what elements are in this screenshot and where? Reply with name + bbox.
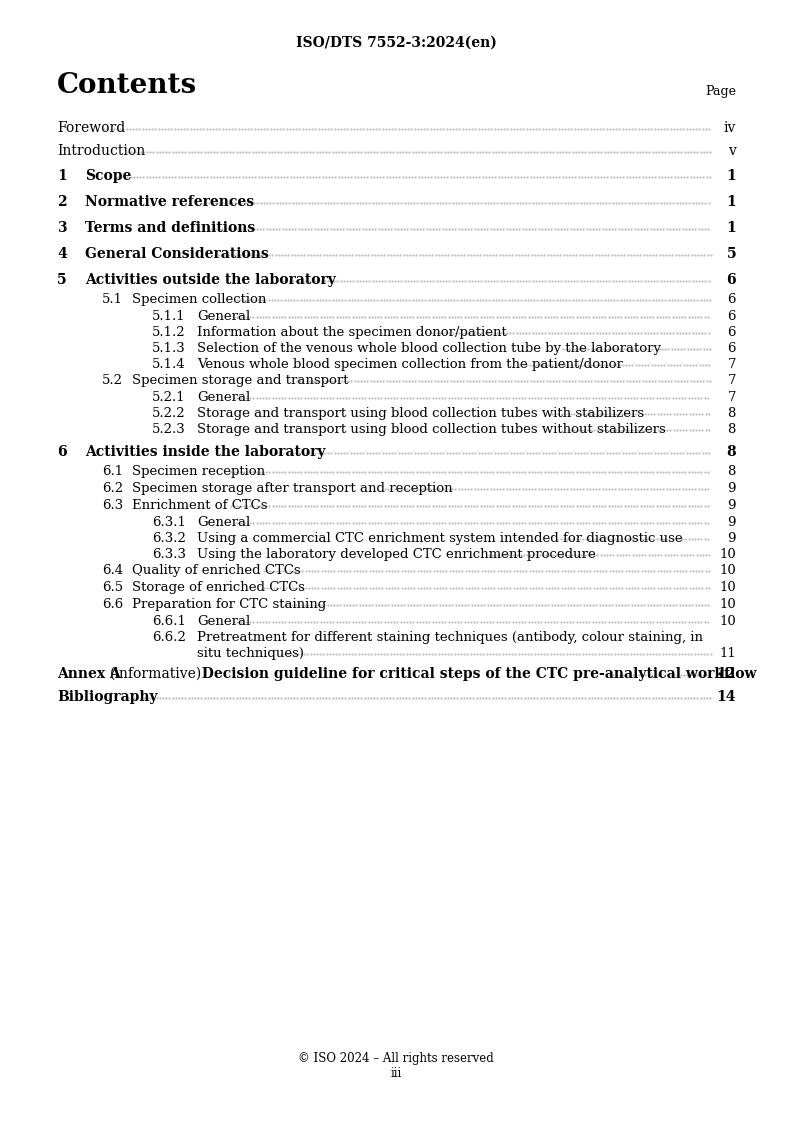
Text: 6.6.1: 6.6.1 (152, 615, 186, 628)
Text: Specimen collection: Specimen collection (132, 293, 266, 306)
Text: 12: 12 (717, 666, 736, 681)
Text: 6.3.3: 6.3.3 (152, 548, 186, 561)
Text: 9: 9 (727, 482, 736, 495)
Text: 10: 10 (719, 598, 736, 611)
Text: (informative): (informative) (110, 666, 202, 681)
Text: Terms and definitions: Terms and definitions (85, 221, 255, 234)
Text: 6.2: 6.2 (102, 482, 123, 495)
Text: 1: 1 (726, 195, 736, 209)
Text: 6: 6 (57, 445, 67, 459)
Text: Contents: Contents (57, 72, 197, 99)
Text: 9: 9 (727, 516, 736, 528)
Text: 6: 6 (727, 327, 736, 339)
Text: General Considerations: General Considerations (85, 247, 269, 261)
Text: Foreword: Foreword (57, 121, 125, 135)
Text: Storage and transport using blood collection tubes with stabilizers: Storage and transport using blood collec… (197, 407, 644, 420)
Text: 6.3.1: 6.3.1 (152, 516, 186, 528)
Text: Quality of enriched CTCs: Quality of enriched CTCs (132, 564, 301, 577)
Text: 7: 7 (727, 390, 736, 404)
Text: 10: 10 (719, 548, 736, 561)
Text: 1: 1 (726, 169, 736, 183)
Text: General: General (197, 390, 251, 404)
Text: Specimen storage and transport: Specimen storage and transport (132, 374, 348, 387)
Text: 10: 10 (719, 581, 736, 594)
Text: 8: 8 (728, 423, 736, 436)
Text: situ techniques): situ techniques) (197, 647, 304, 660)
Text: 9: 9 (727, 532, 736, 545)
Text: General: General (197, 310, 251, 323)
Text: 6.3.2: 6.3.2 (152, 532, 186, 545)
Text: 6.6.2: 6.6.2 (152, 631, 186, 644)
Text: Specimen storage after transport and reception: Specimen storage after transport and rec… (132, 482, 453, 495)
Text: © ISO 2024 – All rights reserved: © ISO 2024 – All rights reserved (298, 1052, 494, 1065)
Text: 6: 6 (727, 293, 736, 306)
Text: 6.3: 6.3 (102, 499, 123, 512)
Text: 5.1.2: 5.1.2 (152, 327, 186, 339)
Text: 7: 7 (727, 374, 736, 387)
Text: Pretreatment for different staining techniques (antibody, colour staining, in: Pretreatment for different staining tech… (197, 631, 703, 644)
Text: iv: iv (724, 121, 736, 135)
Text: 10: 10 (719, 615, 736, 628)
Text: 5.1.3: 5.1.3 (152, 342, 186, 355)
Text: Using the laboratory developed CTC enrichment procedure: Using the laboratory developed CTC enric… (197, 548, 596, 561)
Text: 6.4: 6.4 (102, 564, 123, 577)
Text: 3: 3 (57, 221, 67, 234)
Text: Introduction: Introduction (57, 144, 145, 158)
Text: 5.2.2: 5.2.2 (152, 407, 186, 420)
Text: Activities outside the laboratory: Activities outside the laboratory (85, 273, 336, 287)
Text: Decision guideline for critical steps of the CTC pre-analytical workflow: Decision guideline for critical steps of… (192, 666, 757, 681)
Text: 7: 7 (727, 358, 736, 371)
Text: Selection of the venous whole blood collection tube by the laboratory: Selection of the venous whole blood coll… (197, 342, 661, 355)
Text: v: v (728, 144, 736, 158)
Text: General: General (197, 516, 251, 528)
Text: Storage and transport using blood collection tubes without stabilizers: Storage and transport using blood collec… (197, 423, 666, 436)
Text: 2: 2 (57, 195, 67, 209)
Text: 1: 1 (726, 221, 736, 234)
Text: Information about the specimen donor/patient: Information about the specimen donor/pat… (197, 327, 507, 339)
Text: Annex A: Annex A (57, 666, 121, 681)
Text: 5: 5 (57, 273, 67, 287)
Text: 8: 8 (728, 465, 736, 478)
Text: 5: 5 (726, 247, 736, 261)
Text: Storage of enriched CTCs: Storage of enriched CTCs (132, 581, 305, 594)
Text: 6.1: 6.1 (102, 465, 123, 478)
Text: 5.2.1: 5.2.1 (152, 390, 186, 404)
Text: 6.6: 6.6 (102, 598, 123, 611)
Text: Normative references: Normative references (85, 195, 254, 209)
Text: Using a commercial CTC enrichment system intended for diagnostic use: Using a commercial CTC enrichment system… (197, 532, 683, 545)
Text: Enrichment of CTCs: Enrichment of CTCs (132, 499, 267, 512)
Text: iii: iii (390, 1067, 401, 1080)
Text: Page: Page (705, 85, 736, 98)
Text: Preparation for CTC staining: Preparation for CTC staining (132, 598, 326, 611)
Text: 8: 8 (728, 407, 736, 420)
Text: 5.1.1: 5.1.1 (152, 310, 186, 323)
Text: 6: 6 (727, 342, 736, 355)
Text: General: General (197, 615, 251, 628)
Text: 6: 6 (727, 310, 736, 323)
Text: 14: 14 (717, 690, 736, 703)
Text: Scope: Scope (85, 169, 132, 183)
Text: 9: 9 (727, 499, 736, 512)
Text: 6.5: 6.5 (102, 581, 123, 594)
Text: Bibliography: Bibliography (57, 690, 158, 703)
Text: 10: 10 (719, 564, 736, 577)
Text: ISO/DTS 7552-3:2024(en): ISO/DTS 7552-3:2024(en) (296, 36, 496, 50)
Text: 5.1.4: 5.1.4 (152, 358, 186, 371)
Text: Activities inside the laboratory: Activities inside the laboratory (85, 445, 325, 459)
Text: 4: 4 (57, 247, 67, 261)
Text: 6: 6 (726, 273, 736, 287)
Text: Venous whole blood specimen collection from the patient/donor: Venous whole blood specimen collection f… (197, 358, 623, 371)
Text: 5.2.3: 5.2.3 (152, 423, 186, 436)
Text: 1: 1 (57, 169, 67, 183)
Text: 5.1: 5.1 (102, 293, 123, 306)
Text: Specimen reception: Specimen reception (132, 465, 265, 478)
Text: 11: 11 (719, 647, 736, 660)
Text: 8: 8 (726, 445, 736, 459)
Text: 5.2: 5.2 (102, 374, 123, 387)
